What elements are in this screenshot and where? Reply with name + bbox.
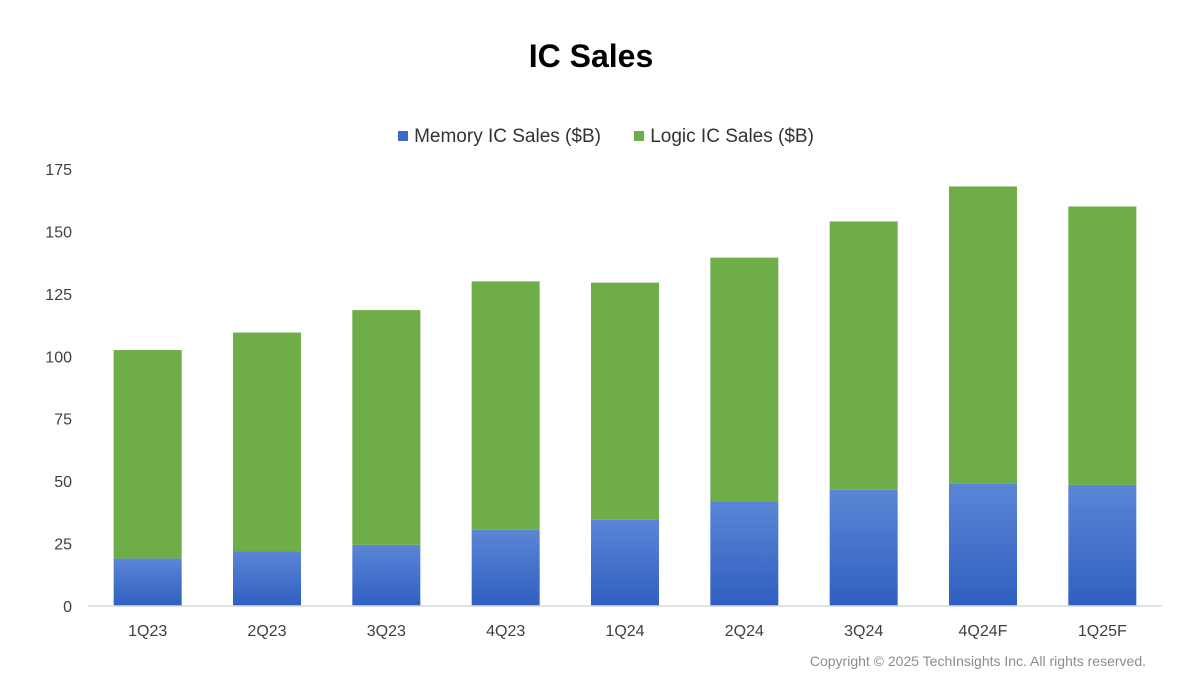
legend-item-memory: Memory IC Sales ($B) <box>398 126 601 148</box>
bar-logic-3q24 <box>829 221 898 490</box>
x-tick-label: 1Q23 <box>128 623 167 640</box>
x-axis-ticks: 1Q23 2Q23 3Q23 4Q23 1Q24 2Q24 3Q24 4Q24F 1Q25F <box>128 623 1127 640</box>
legend-item-logic: Logic IC Sales ($B) <box>634 126 814 148</box>
bar-logic-4q24f <box>949 186 1017 484</box>
legend-swatch-logic <box>634 130 645 141</box>
legend-swatch-memory <box>398 130 409 141</box>
x-tick-label: 3Q23 <box>367 623 406 640</box>
bar-memory-1q23 <box>113 558 182 606</box>
bar-memory-4q24f <box>949 483 1017 606</box>
bar-logic-4q23 <box>471 281 540 530</box>
chart-title: IC Sales <box>528 38 654 74</box>
x-tick-label: 3Q24 <box>844 623 883 640</box>
bar-logic-1q24 <box>591 282 659 520</box>
y-axis-ticks: 0 25 50 75 100 125 150 175 <box>45 162 72 616</box>
bar-logic-2q23 <box>233 332 301 552</box>
y-tick-label: 100 <box>45 349 72 366</box>
bar-memory-1q24 <box>591 519 659 606</box>
copyright-text: Copyright © 2025 TechInsights Inc. All r… <box>809 653 1146 669</box>
bar-memory-3q24 <box>829 489 898 606</box>
x-tick-label: 4Q23 <box>486 623 525 640</box>
y-tick-label: 150 <box>45 224 72 241</box>
x-tick-label: 1Q24 <box>605 623 644 640</box>
x-tick-label: 1Q25F <box>1078 623 1127 640</box>
legend-label-logic: Logic IC Sales ($B) <box>650 126 814 147</box>
bar-logic-2q24 <box>710 257 779 502</box>
y-tick-label: 75 <box>54 412 72 429</box>
bars <box>113 186 1137 606</box>
x-tick-label: 2Q23 <box>247 623 286 640</box>
y-tick-label: 25 <box>54 537 72 554</box>
x-tick-label: 4Q24F <box>959 623 1008 640</box>
y-tick-label: 125 <box>45 287 72 304</box>
bar-memory-2q23 <box>233 551 301 606</box>
bar-logic-1q23 <box>113 350 182 559</box>
y-tick-label: 0 <box>63 599 72 616</box>
bar-logic-3q23 <box>352 310 421 545</box>
legend-label-memory: Memory IC Sales ($B) <box>414 126 601 147</box>
bar-memory-1q25f <box>1068 484 1137 606</box>
bar-memory-3q23 <box>352 544 421 606</box>
legend: Memory IC Sales ($B) Logic IC Sales ($B) <box>0 126 1200 148</box>
bar-memory-4q23 <box>471 529 540 606</box>
bar-logic-1q25f <box>1068 206 1137 485</box>
x-tick-label: 2Q24 <box>725 623 764 640</box>
y-tick-label: 50 <box>54 474 72 491</box>
y-tick-label: 175 <box>45 162 72 179</box>
bar-memory-2q24 <box>710 501 779 606</box>
